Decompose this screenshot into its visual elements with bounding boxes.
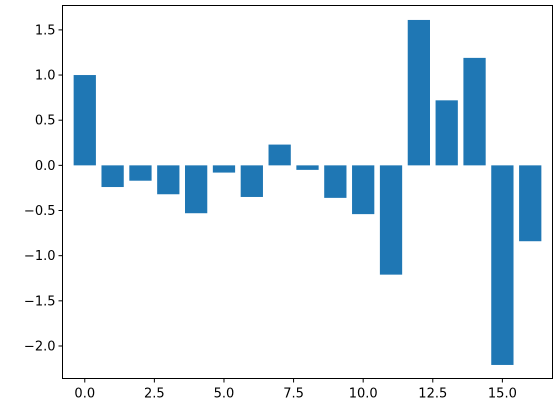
y-tick-label: −0.5 [24,204,56,219]
y-tick-label: 1.5 [35,23,56,38]
bar-15 [491,165,514,365]
bar-16 [519,165,542,242]
bar-4 [185,165,208,214]
y-tick-label: −2.0 [24,339,56,354]
x-tick-label: 10.0 [349,387,378,402]
bar-12 [407,19,430,166]
plot-frame [62,5,553,379]
y-tick-label: 1.0 [35,69,56,84]
bar-8 [296,165,319,170]
bar-9 [324,165,347,198]
y-tick-label: 0.0 [35,159,56,174]
bar-11 [379,165,403,275]
bar-1 [101,165,124,188]
x-tick-label: 5.0 [214,387,235,402]
x-tick-label: 15.0 [488,387,517,402]
bar-5 [212,165,236,173]
bar-14 [463,57,486,166]
bar-0 [73,75,96,166]
x-tick-label: 7.5 [283,387,304,402]
bar-6 [240,165,263,197]
y-tick-label: 0.5 [35,114,56,129]
x-tick-label: 2.5 [144,387,165,402]
bar-10 [352,165,375,215]
bar-2 [129,165,152,181]
y-axis: 1.5 1.0 0.5 0.0 −0.5 −1.0 −1.5 −2.0 [24,23,63,354]
x-axis: 0.0 2.5 5.0 7.5 10.0 12.5 15.0 [74,378,517,402]
x-tick-label: 12.5 [418,387,447,402]
bar-13 [435,100,458,166]
bar-3 [157,165,180,195]
bars-group [73,19,542,365]
x-tick-label: 0.0 [74,387,95,402]
bar-7 [268,144,291,166]
y-tick-label: −1.5 [24,294,56,309]
y-tick-label: −1.0 [24,249,56,264]
